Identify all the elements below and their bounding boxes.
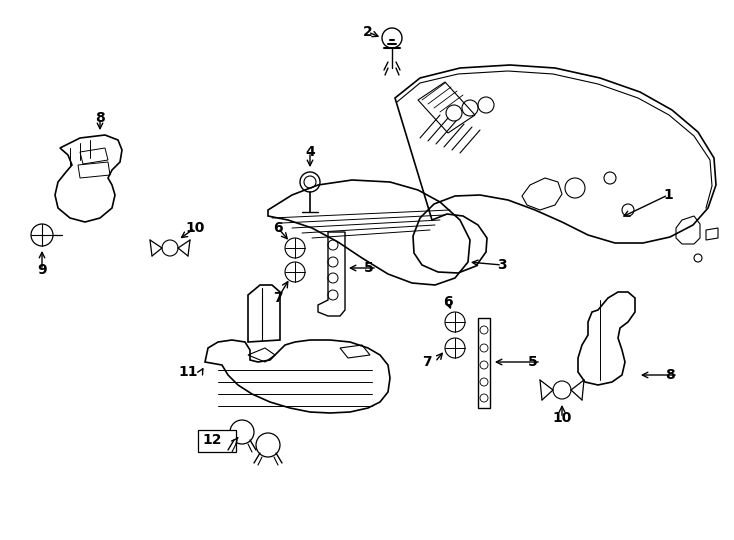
Text: 6: 6 bbox=[273, 221, 283, 235]
Text: 5: 5 bbox=[528, 355, 538, 369]
Text: 11: 11 bbox=[178, 365, 198, 379]
Text: 9: 9 bbox=[37, 263, 47, 277]
Text: 2: 2 bbox=[363, 25, 373, 39]
Text: 10: 10 bbox=[185, 221, 205, 235]
Text: 12: 12 bbox=[202, 433, 222, 447]
Text: 8: 8 bbox=[665, 368, 675, 382]
Text: 8: 8 bbox=[95, 111, 105, 125]
Text: 5: 5 bbox=[364, 261, 374, 275]
Text: 4: 4 bbox=[305, 145, 315, 159]
Text: 3: 3 bbox=[497, 258, 506, 272]
FancyBboxPatch shape bbox=[198, 430, 236, 452]
Text: 10: 10 bbox=[552, 411, 572, 425]
Text: 7: 7 bbox=[273, 291, 283, 305]
Text: 1: 1 bbox=[663, 188, 673, 202]
Text: 7: 7 bbox=[422, 355, 432, 369]
Text: 6: 6 bbox=[443, 295, 453, 309]
